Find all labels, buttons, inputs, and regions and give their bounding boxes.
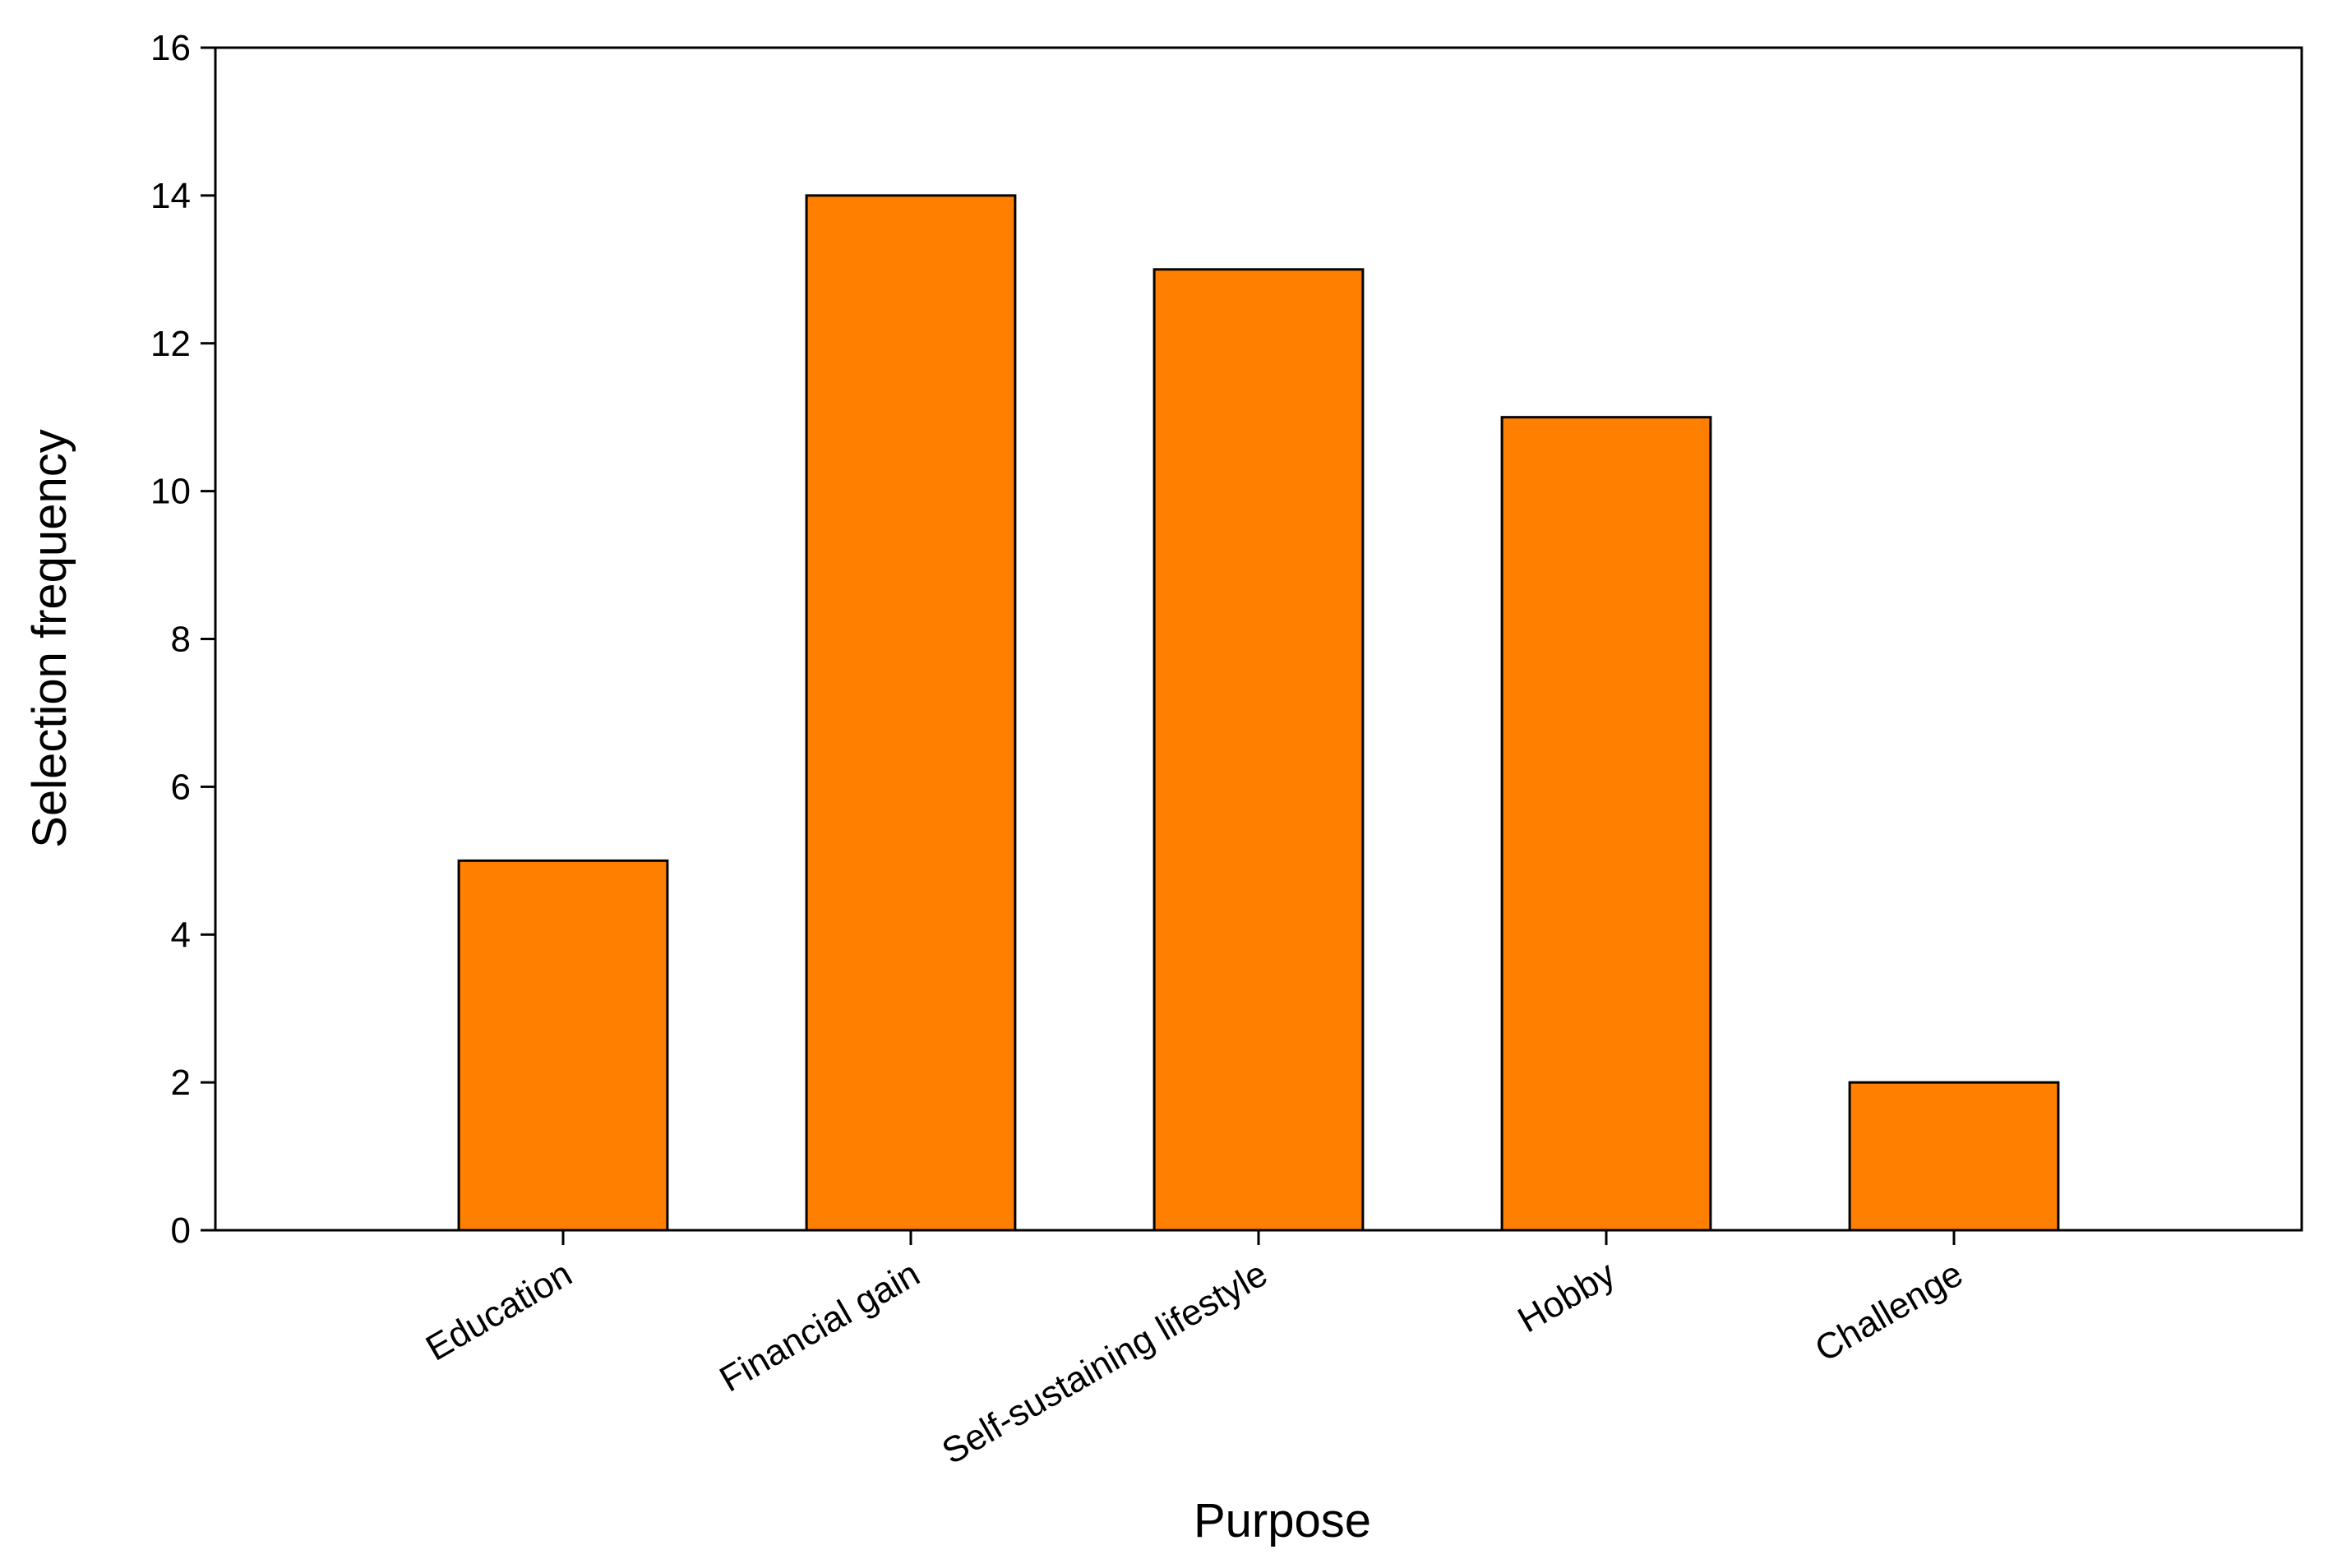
bar [1152, 268, 1365, 1232]
y-tick-label: 0 [171, 1211, 191, 1251]
x-tick-label: Hobby [1511, 1253, 1622, 1340]
x-tick-label: Self-sustaining lifestyle [935, 1253, 1274, 1472]
x-axis-label: Purpose [1194, 1494, 1371, 1547]
plot-frame [214, 46, 2303, 1232]
y-tick-label: 2 [171, 1063, 191, 1103]
y-tick-label: 14 [150, 176, 191, 216]
y-axis-label: Selection frequency [23, 429, 76, 847]
y-tick-label: 8 [171, 620, 191, 660]
x-tick-label: Financial gain [713, 1253, 926, 1400]
bar [1848, 1081, 2060, 1232]
y-tick-label: 16 [150, 28, 191, 68]
y-tick-label: 4 [171, 915, 191, 955]
x-tick-label: Challenge [1808, 1253, 1970, 1370]
y-tick-label: 12 [150, 324, 191, 364]
y-tick-label: 6 [171, 767, 191, 807]
bar [457, 859, 669, 1232]
bar [1500, 416, 1712, 1232]
x-tick-label: Education [419, 1253, 579, 1368]
bar [805, 194, 1017, 1232]
y-tick-label: 10 [150, 472, 191, 512]
